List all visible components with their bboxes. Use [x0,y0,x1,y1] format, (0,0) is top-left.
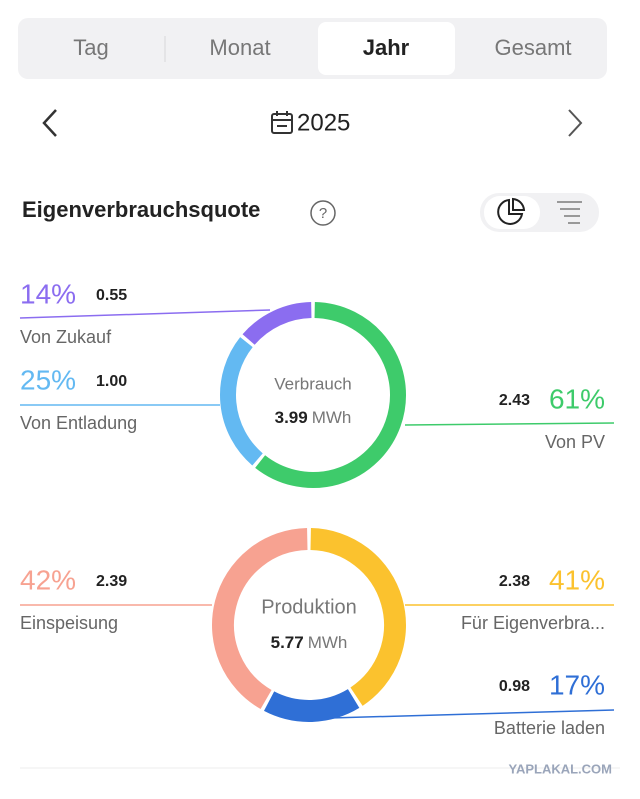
total-unit: MWh [308,633,348,652]
help-icon[interactable]: ? [310,200,336,226]
total-unit: MWh [312,408,352,427]
center-total: 5.77 MWh [271,633,348,652]
amount-label: 0.98 [499,678,530,695]
percent-label: 42% [20,564,76,595]
tab-bar [18,18,607,79]
svg-text:?: ? [319,205,327,222]
percent-label: 25% [20,364,76,395]
tab[interactable]: Jahr [363,35,410,60]
tab[interactable]: Monat [209,35,270,60]
category-label: Von PV [545,432,605,452]
watermark: YAPLAKAL.COM [508,761,612,776]
amount-label: 0.55 [96,287,127,304]
percent-label: 61% [549,383,605,414]
next-arrow[interactable] [568,109,583,137]
leader-line [19,309,271,319]
category-label: Einspeisung [20,613,118,633]
category-label: Von Entladung [20,413,137,433]
percent-label: 17% [549,669,605,700]
category-label: Für Eigenverbra... [461,613,605,633]
tab[interactable]: Tag [73,35,108,60]
period[interactable]: 2025 [297,109,350,136]
amount-label: 2.39 [96,573,127,590]
prev-arrow[interactable] [42,109,57,137]
tab-selected-bg [318,22,455,75]
percent-label: 41% [549,564,605,595]
bar-icon[interactable] [557,201,582,224]
donut-segment [220,337,263,466]
center-total: 3.99 MWh [275,408,352,427]
donut-segment [263,688,360,722]
donut-segment [255,302,406,488]
center-label: Produktion [261,596,357,618]
toggle-selected[interactable] [484,196,540,229]
donut-segment [310,528,406,706]
total-value: 3.99 [275,408,308,427]
tab[interactable]: Gesamt [494,35,571,60]
amount-label: 2.38 [499,573,530,590]
center-label: Verbrauch [274,374,352,393]
leader-line [329,709,615,719]
total-value: 5.77 [271,633,304,652]
calendar-icon [271,111,293,134]
donut-segment [242,302,312,345]
amount-label: 1.00 [96,373,127,390]
percent-label: 14% [20,278,76,309]
category-label: Von Zukauf [20,327,112,347]
donut-segment [212,528,308,710]
category-label: Batterie laden [494,718,605,738]
pie-icon [497,197,526,225]
leader-line [404,422,615,426]
section-title: Eigenverbrauchsquote [22,197,260,222]
amount-label: 2.43 [499,392,530,409]
